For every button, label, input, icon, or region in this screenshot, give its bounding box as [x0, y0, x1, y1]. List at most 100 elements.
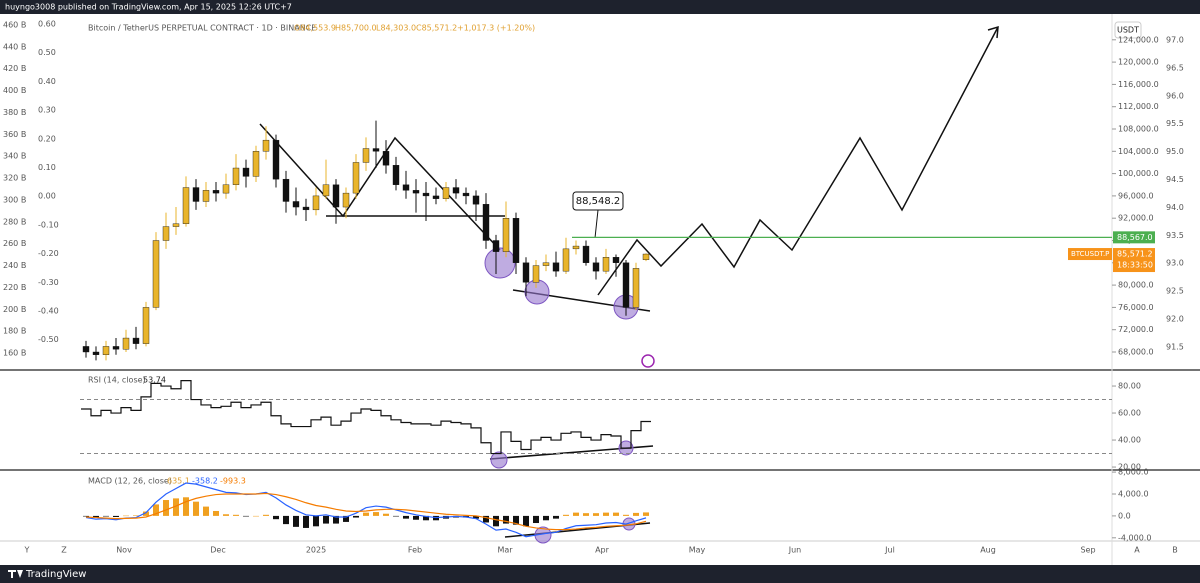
legend-title: Bitcoin / TetherUS PERPETUAL CONTRACT · … — [88, 24, 316, 33]
overlay-tick-label: -0.50 — [38, 335, 59, 344]
overlay-tick-label: 0.10 — [38, 163, 56, 172]
x-tick-label: Jun — [788, 546, 802, 555]
macd-histogram-bar — [583, 513, 589, 516]
circle — [490, 451, 508, 469]
candle-body — [92, 351, 100, 355]
macd-histogram-bar — [613, 512, 619, 516]
macd-histogram-bar — [383, 513, 389, 516]
legend-high: H85,700.0 — [335, 24, 377, 33]
x-tick-label: May — [689, 546, 706, 555]
macd-histogram-bar — [263, 514, 269, 516]
macd-histogram-bar — [543, 515, 549, 521]
y-tick-label: 108,000.0 — [1118, 125, 1159, 134]
candle-body — [262, 139, 270, 152]
candle-body — [402, 184, 410, 191]
overlay-tick-label: -0.20 — [38, 249, 59, 258]
corner-button[interactable]: Y — [24, 546, 30, 555]
x-tick-label: Dec — [210, 546, 225, 555]
overlay-tick-label: 200 B — [3, 305, 26, 314]
candle-body — [352, 162, 360, 194]
candle-body — [572, 245, 580, 250]
candle-body — [442, 187, 450, 199]
overlay-tick-label: 93.0 — [1166, 259, 1184, 268]
macd-histogram-bar — [513, 515, 519, 525]
macd-histogram-bar — [403, 515, 409, 519]
legend-open: O84,553.9 — [294, 24, 336, 33]
overlay-tick-label: 0.60 — [38, 20, 56, 29]
macd-histogram-bar — [503, 515, 509, 524]
macd-histogram-bar — [473, 515, 479, 519]
macd-histogram-bar — [393, 515, 399, 517]
x-tick-label: 2025 — [306, 546, 326, 555]
price-tag — [1113, 248, 1155, 273]
price-label: 85,571.2 — [1117, 250, 1153, 259]
candle-body — [172, 223, 180, 227]
macd-histogram-bar — [603, 512, 609, 516]
x-tick-label: Apr — [595, 546, 610, 555]
macd-histogram-bar — [553, 515, 559, 519]
candle-body — [422, 192, 430, 197]
y-tick-label: 60.00 — [1118, 409, 1141, 418]
legend: Bitcoin / TetherUS PERPETUAL CONTRACT · … — [88, 24, 535, 486]
candle-body — [82, 346, 90, 353]
macd-histogram-bar — [373, 512, 379, 516]
macd-histogram-bar — [363, 512, 369, 516]
legend-change: +1,017.3 (+1.20%) — [457, 24, 535, 33]
y-tick-label: 40.00 — [1118, 436, 1141, 445]
overlay-tick-label: 96.5 — [1166, 63, 1184, 72]
overlay-tick-label: 360 B — [3, 130, 26, 139]
footer-bar — [0, 565, 1200, 583]
macd-histogram-bar — [313, 515, 319, 527]
corner-button[interactable]: Z — [61, 546, 67, 555]
macd-histogram-bar — [193, 501, 199, 516]
macd-histogram-bar — [643, 512, 649, 516]
overlay-tick-label: 280 B — [3, 217, 26, 226]
overlay-tick-label: 93.5 — [1166, 231, 1184, 240]
event-icon[interactable] — [641, 354, 655, 368]
candle-body — [252, 151, 260, 177]
candle-body — [602, 257, 610, 272]
candle-body — [242, 167, 250, 177]
macd-histogram-bar — [593, 513, 599, 516]
candle-body — [312, 195, 320, 211]
y-tick-label: 120,000.0 — [1118, 58, 1159, 67]
macd-hist-value: 635.1 — [167, 477, 190, 486]
candle-body — [562, 248, 570, 272]
overlay-tick-label: 320 B — [3, 174, 26, 183]
legend-close: C85,571.2 — [416, 24, 457, 33]
corner-button[interactable]: A — [1134, 546, 1140, 555]
overlay-tick-label: 460 B — [3, 21, 26, 30]
overlay-tick-label: 380 B — [3, 108, 26, 117]
header-text: huyngo3008 published on TradingView.com,… — [5, 3, 292, 12]
macd-histogram-bar — [223, 514, 229, 516]
y-tick-label: 8,000.0 — [1118, 468, 1149, 477]
macd-histogram-bar — [213, 510, 219, 516]
rsi-line — [81, 380, 651, 455]
overlay-tick-label: 0.00 — [38, 192, 56, 201]
overlay-tick-label: 0.20 — [38, 134, 56, 143]
level-tag — [1113, 231, 1155, 244]
corner-button[interactable]: B — [1172, 546, 1178, 555]
macd-histogram-bar — [283, 515, 289, 525]
candle-body — [342, 192, 350, 208]
overlay-tick-label: 440 B — [3, 42, 26, 51]
trendline — [259, 123, 501, 251]
macd-histogram-bar — [343, 515, 349, 522]
candle-body — [152, 240, 160, 308]
macd-histogram-bar — [493, 515, 499, 527]
candle-body — [272, 139, 280, 180]
y-tick-label: 124,000.0 — [1118, 35, 1159, 44]
candle-body — [472, 195, 480, 205]
macd-histogram-bar — [173, 498, 179, 516]
macd-histogram-bar — [573, 512, 579, 516]
macd-histogram-bar — [483, 515, 489, 523]
candle-body — [552, 262, 560, 272]
macd-histogram-bar — [273, 515, 279, 520]
overlay-tick-label: 0.40 — [38, 77, 56, 86]
overlay-tick-label: 0.30 — [38, 106, 56, 115]
circle — [524, 279, 550, 305]
macd-legend: MACD (12, 26, close) — [88, 477, 172, 486]
macd-histogram-bar — [253, 515, 259, 517]
callout-pointer — [594, 209, 599, 239]
